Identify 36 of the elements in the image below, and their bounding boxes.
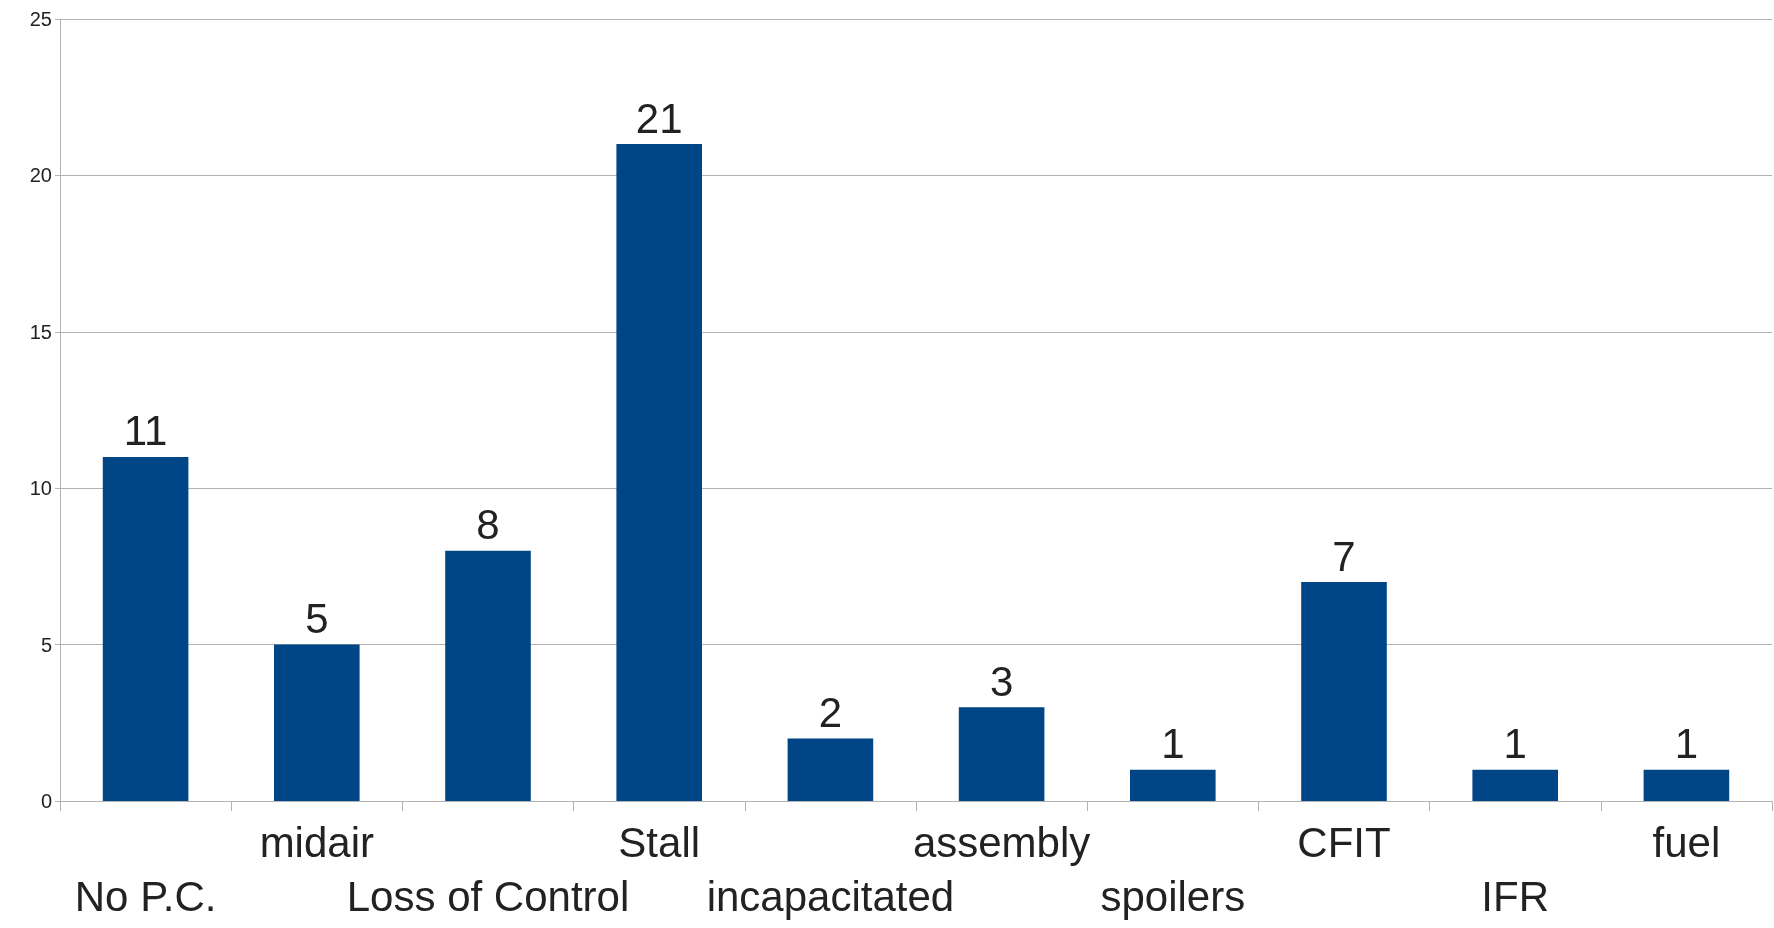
data-label: 8 [476,501,500,549]
bar [958,707,1045,801]
x-tick-label: IFR [1481,872,1550,920]
y-tick-label: 15 [29,320,52,343]
data-label: 1 [1503,720,1527,768]
data-label: 5 [305,595,329,643]
y-tick-label: 5 [40,633,52,656]
x-tick-label: Loss of Control [346,872,630,920]
x-tick-label: incapacitated [706,872,955,920]
y-tick-label: 20 [29,164,52,187]
data-label: 1 [1161,720,1185,768]
data-label: 1 [1674,720,1699,768]
x-tick-label: CFIT [1297,818,1391,866]
data-label: 2 [818,688,843,736]
bar [1130,769,1216,801]
x-tick-label: spoilers [1100,872,1246,920]
bar [445,550,531,801]
y-tick-label: 10 [29,477,52,500]
bar [1643,769,1730,801]
x-tick-label: midair [259,818,374,866]
y-tick-label: 0 [40,790,52,812]
x-tick-label: No P.C. [74,872,217,920]
bar [616,144,702,801]
x-tick-label: Stall [618,818,701,866]
data-label: 3 [989,657,1014,705]
bar [787,738,874,801]
bar [274,644,360,801]
x-tick-label: fuel [1652,818,1721,866]
bar [1472,769,1558,801]
bar [102,456,189,801]
y-tick-label: 25 [29,8,52,30]
bar [1301,582,1387,801]
data-label: 11 [123,407,168,455]
data-label: 21 [635,94,683,142]
data-label: 7 [1332,532,1356,580]
x-tick-label: assembly [912,818,1091,866]
